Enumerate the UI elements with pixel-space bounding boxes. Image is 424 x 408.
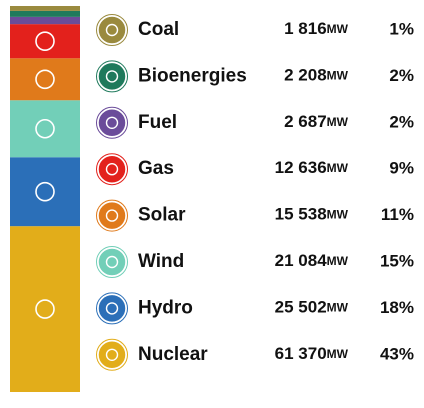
category-name: Coal: [138, 19, 179, 40]
value-label: 15 538MW: [275, 205, 349, 224]
share-label: 2%: [389, 66, 414, 85]
value-unit: MW: [327, 115, 349, 129]
bar-segment: [10, 157, 80, 227]
category-icon-glyph: [105, 255, 119, 269]
share-label: 2%: [389, 112, 414, 131]
segment-icon: [35, 299, 55, 319]
share-label: 18%: [380, 298, 414, 317]
share-label: 9%: [389, 159, 414, 178]
value-number: 1 816: [284, 19, 327, 38]
value-number: 2 687: [284, 112, 327, 131]
value-label: 2 208MW: [284, 66, 349, 85]
value-number: 25 502: [275, 298, 327, 317]
category-icon: [97, 247, 127, 277]
bar-segment: [10, 10, 80, 17]
category-name: Hydro: [138, 297, 193, 318]
bar-segment: [10, 58, 80, 101]
value-number: 2 208: [284, 66, 327, 85]
share-label: 43%: [380, 344, 414, 363]
value-unit: MW: [327, 347, 349, 361]
value-label: 12 636MW: [275, 159, 349, 178]
category-icon-ring: [96, 14, 128, 46]
category-icon-glyph: [105, 302, 119, 315]
category-name: Nuclear: [138, 344, 208, 365]
category-icon-ring: [96, 153, 128, 186]
category-icon-ring: [96, 60, 128, 93]
category-name: Bioenergies: [138, 65, 247, 86]
bar-segment: [10, 16, 80, 25]
share-label: 11%: [381, 205, 414, 224]
segment-icon: [35, 31, 55, 52]
category-name: Wind: [138, 251, 184, 272]
value-label: 2 687MW: [284, 112, 349, 131]
category-icon-ring: [96, 292, 128, 325]
value-number: 15 538: [275, 205, 327, 224]
value-label: 1 816MW: [284, 19, 349, 38]
category-icon: [97, 293, 127, 324]
category-icon: [97, 15, 127, 45]
bar-segment: [10, 24, 80, 59]
category-icon-ring: [96, 106, 128, 139]
segment-icon: [35, 69, 55, 90]
bar-segment: [10, 6, 80, 11]
category-icon-ring: [96, 199, 128, 232]
category-icon: [97, 61, 127, 92]
category-name: Gas: [138, 158, 174, 179]
share-label: 15%: [380, 251, 414, 270]
category-icon: [97, 340, 127, 370]
category-icon-glyph: [105, 209, 119, 222]
bar-segment: [10, 226, 80, 392]
value-unit: MW: [327, 22, 349, 36]
value-label: 61 370MW: [275, 344, 349, 363]
value-unit: MW: [327, 161, 349, 175]
category-icon-glyph: [105, 70, 119, 83]
category-icon-glyph: [105, 162, 119, 176]
share-label: 1%: [389, 19, 414, 38]
category-icon-glyph: [105, 116, 119, 130]
category-icon: [97, 108, 127, 138]
value-label: 21 084MW: [275, 251, 349, 270]
category-icon: [97, 200, 127, 231]
value-unit: MW: [327, 301, 349, 315]
value-unit: MW: [327, 69, 349, 83]
bar-segment: [10, 100, 80, 158]
category-icon: [97, 154, 127, 184]
segment-icon: [35, 181, 55, 202]
category-icon-glyph: [105, 348, 119, 361]
value-number: 12 636: [275, 159, 327, 178]
value-unit: MW: [327, 254, 349, 268]
category-icon-ring: [96, 246, 128, 278]
value-unit: MW: [327, 208, 349, 222]
category-name: Solar: [138, 205, 186, 226]
segment-icon: [35, 118, 55, 139]
value-label: 25 502MW: [275, 298, 349, 317]
category-name: Fuel: [138, 112, 177, 133]
category-icon-ring: [96, 338, 128, 371]
category-icon-glyph: [105, 23, 119, 37]
value-number: 61 370: [275, 344, 327, 363]
value-number: 21 084: [275, 251, 328, 270]
